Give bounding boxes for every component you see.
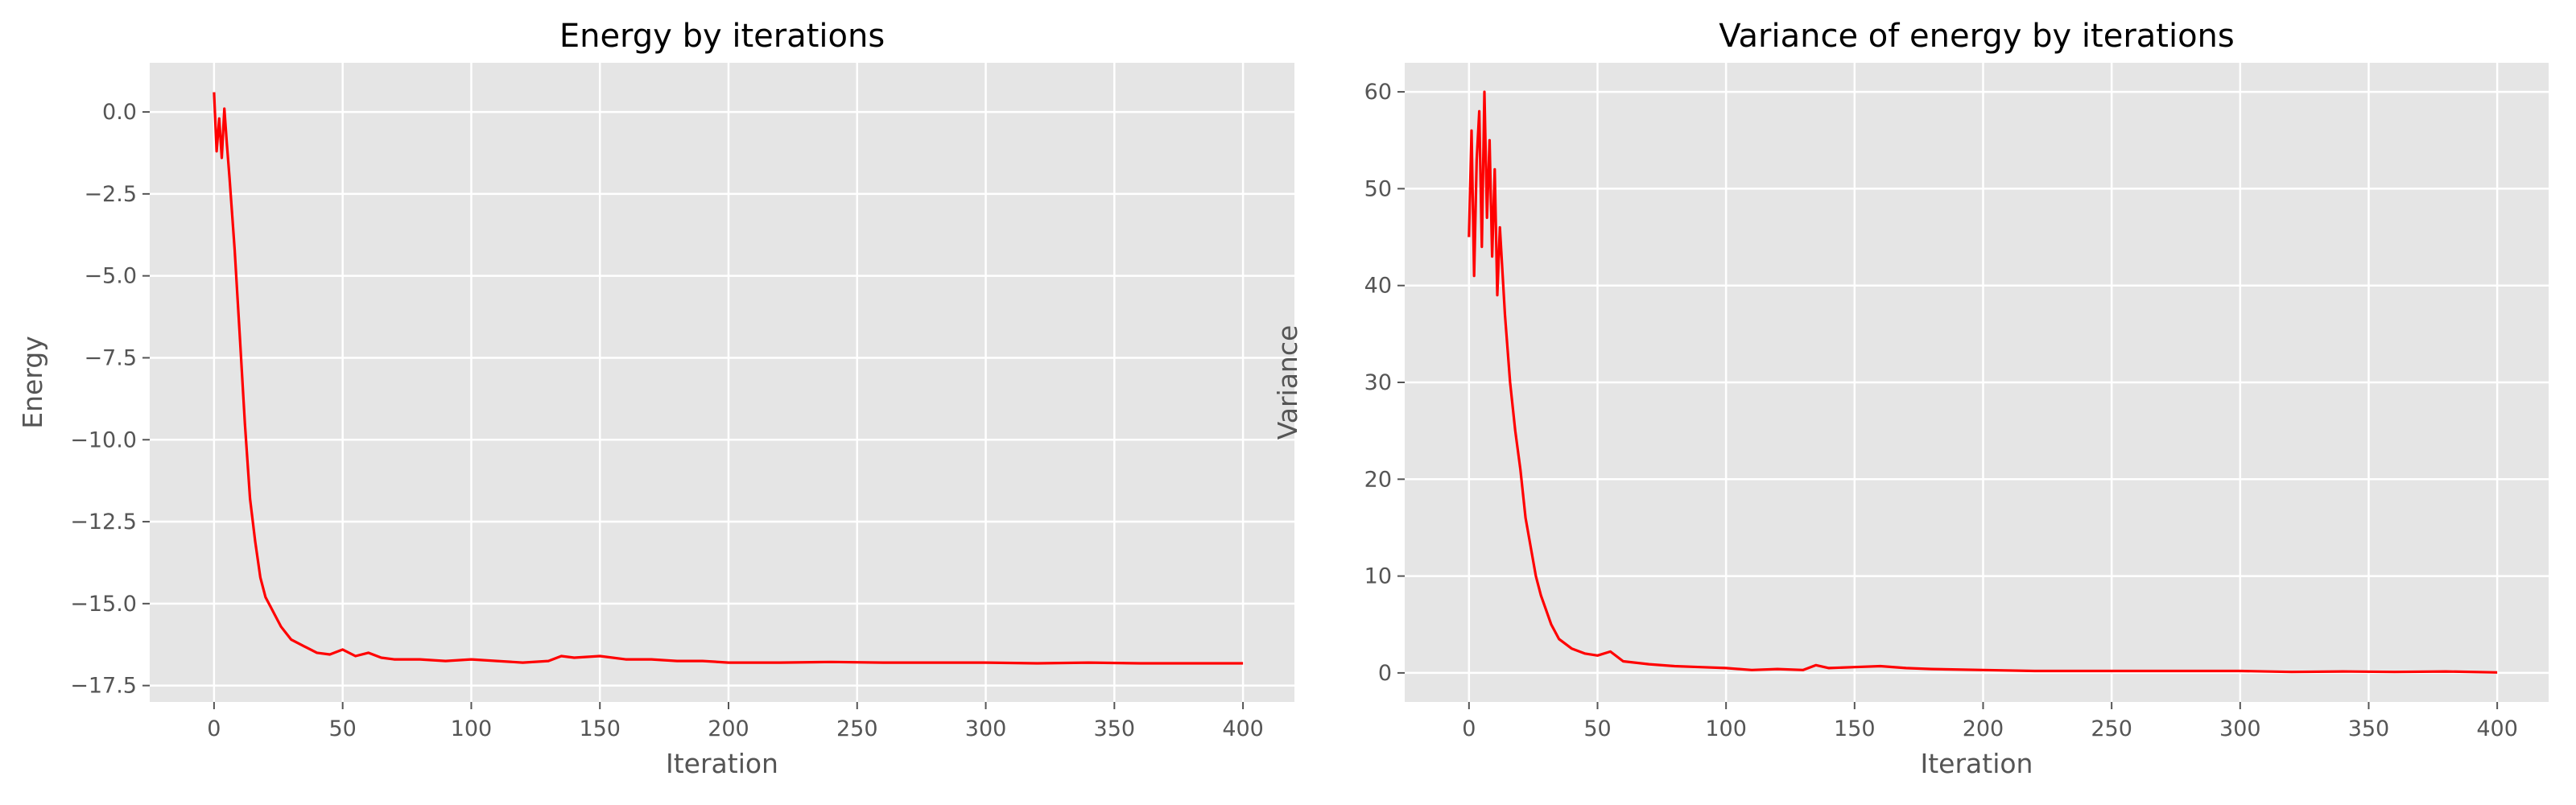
energy-y-tick-label: −2.5 — [84, 182, 137, 207]
energy-plot-area — [150, 63, 1294, 702]
energy-y-tick-label: 0.0 — [102, 100, 137, 125]
variance-x-tick-label: 350 — [2348, 716, 2390, 741]
variance-x-tick-label: 300 — [2219, 716, 2261, 741]
energy-x-tick-label: 150 — [579, 716, 621, 741]
variance-series-line — [1468, 90, 2498, 674]
variance-y-tick-label: 20 — [1364, 467, 1392, 492]
variance-x-tick-label: 50 — [1583, 716, 1611, 741]
energy-y-tick-label: −15.0 — [70, 592, 137, 617]
variance-y-tick-label: 30 — [1364, 370, 1392, 395]
energy-x-tick-label: 300 — [965, 716, 1007, 741]
variance-chart-title: Variance of energy by iterations — [1719, 18, 2234, 55]
variance-y-axis-label: Variance — [1272, 325, 1303, 440]
variance-ticks: 0 50 100 150 200 250 300 350 400 0 10 20 30 40 50 60 — [1364, 80, 2518, 741]
variance-y-tick-label: 60 — [1364, 80, 1392, 105]
variance-grid — [1405, 63, 2549, 702]
variance-x-tick-label: 150 — [1834, 716, 1876, 741]
energy-y-tick-label: −10.0 — [70, 427, 137, 452]
energy-chart-title: Energy by iterations — [559, 18, 885, 55]
variance-chart: 0 50 100 150 200 250 300 350 400 0 10 20 30 40 50 60 Va… — [1272, 18, 2549, 779]
energy-x-tick-label: 250 — [836, 716, 878, 741]
variance-x-tick-label: 100 — [1705, 716, 1747, 741]
variance-x-tick-label: 200 — [1963, 716, 2004, 741]
variance-x-tick-label: 0 — [1462, 716, 1476, 741]
energy-x-tick-label: 400 — [1222, 716, 1264, 741]
energy-y-tick-label: −17.5 — [70, 674, 137, 699]
variance-x-tick-label: 400 — [2476, 716, 2518, 741]
energy-series — [213, 92, 1244, 665]
energy-y-axis-label: Energy — [17, 336, 48, 429]
energy-series-line — [213, 92, 1244, 665]
energy-chart: 0 50 100 150 200 250 300 350 400 0.0 −2.5 −5.0 −7.5 −… — [17, 18, 1294, 779]
variance-y-tick-label: 50 — [1364, 176, 1392, 201]
energy-y-tick-label: −7.5 — [84, 345, 137, 370]
variance-y-tick-label: 10 — [1364, 564, 1392, 589]
variance-x-tick-label: 250 — [2091, 716, 2132, 741]
variance-x-axis-label: Iteration — [1921, 748, 2033, 779]
energy-y-tick-label: −12.5 — [70, 510, 137, 535]
energy-x-tick-label: 0 — [207, 716, 221, 741]
energy-x-tick-label: 200 — [708, 716, 749, 741]
energy-x-axis-label: Iteration — [666, 748, 778, 779]
energy-x-tick-label: 100 — [451, 716, 493, 741]
energy-x-tick-label: 350 — [1094, 716, 1136, 741]
energy-x-tick-label: 50 — [328, 716, 356, 741]
variance-series — [1468, 90, 2498, 674]
variance-y-tick-label: 0 — [1378, 661, 1392, 686]
energy-ticks: 0 50 100 150 200 250 300 350 400 0.0 −2.5 −5.0 −7.5 −… — [70, 100, 1264, 741]
energy-y-tick-label: −5.0 — [84, 264, 137, 289]
variance-y-tick-label: 40 — [1364, 274, 1392, 299]
energy-grid — [150, 63, 1294, 702]
